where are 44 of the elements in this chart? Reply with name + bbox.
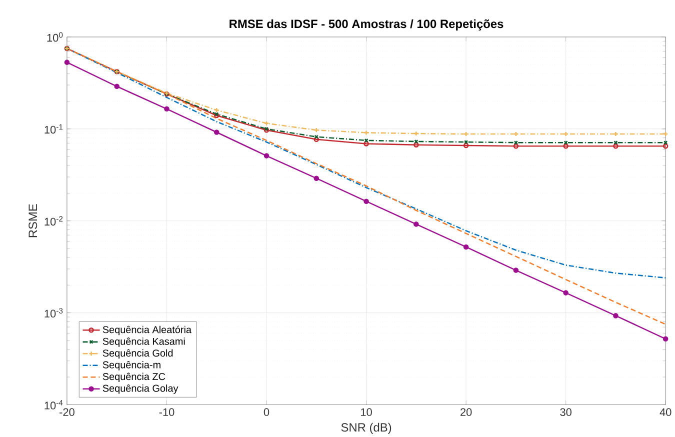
point [513,268,519,273]
point [314,136,320,142]
point [563,143,568,149]
point [414,142,419,148]
point [164,106,170,112]
point [613,143,618,149]
point [613,312,618,318]
legend-label: Sequência Kasami [102,337,185,347]
legend-label: Sequência-m [102,360,160,370]
point [264,153,270,158]
point [414,221,419,227]
point [364,140,369,146]
point [563,290,568,296]
x-tick-label: 30 [560,408,572,416]
point [64,60,70,65]
point [463,142,469,148]
y-axis-title: RSME [28,204,38,237]
legend-label: Sequência Golay [102,384,178,394]
y-tick-label: 10$^{-1}$ [44,124,63,134]
point [414,139,418,144]
legend-label: Sequência Gold [102,349,173,358]
point [463,244,469,250]
chart-title: RMSE das IDSF - 500 Amostras / 100 Repetições [230,19,504,30]
point [662,336,668,342]
y-tick-label: 10$^{-2}$ [44,216,63,226]
legend-label: Sequência ZC [102,372,166,382]
x-tick-label: 40 [660,408,672,416]
point [364,198,369,204]
point [314,176,320,181]
x-tick-label: 0 [264,408,270,416]
x-tick-label: 10 [361,408,372,416]
x-tick-label: 20 [460,408,472,416]
y-tick-label: 10$^{-4}$ [44,400,63,410]
point [214,129,220,135]
point [513,143,519,149]
x-tick-label: -10 [159,408,174,416]
y-tick-label: 10$^{-3}$ [44,308,63,318]
point [614,140,618,145]
legend-label: Sequência Aleatória [102,326,192,335]
y-tick-label: 10$^{0}$ [47,32,63,42]
x-tick-label: -20 [60,408,74,416]
point [114,84,120,89]
line-series [66,48,666,278]
x-axis-title: SNR (dB) [341,422,392,434]
